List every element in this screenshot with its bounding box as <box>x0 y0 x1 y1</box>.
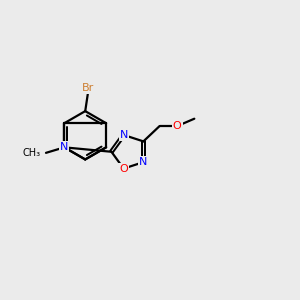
Text: CH₃: CH₃ <box>22 148 41 158</box>
Text: O: O <box>119 164 128 174</box>
Text: N: N <box>119 130 128 140</box>
Text: N: N <box>60 142 68 152</box>
Text: Br: Br <box>82 83 94 93</box>
Text: O: O <box>173 121 182 131</box>
Text: N: N <box>139 157 148 167</box>
